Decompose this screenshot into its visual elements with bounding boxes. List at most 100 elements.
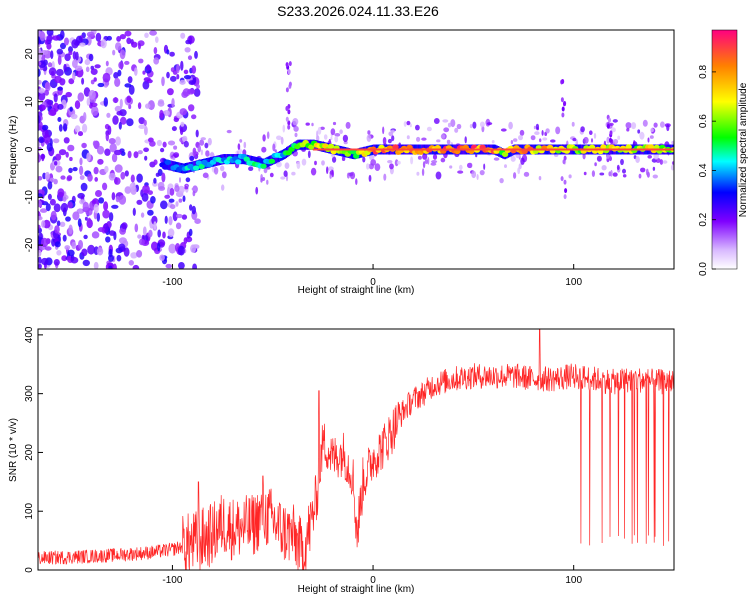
band-noise <box>374 163 381 172</box>
noise-blob <box>169 51 175 57</box>
noise-blob <box>171 126 177 132</box>
noise-blob <box>46 35 53 42</box>
ridge-cell <box>625 144 632 150</box>
figure-title: S233.2026.024.11.33.E26 <box>277 3 439 19</box>
noise-blob <box>167 186 170 197</box>
noise-blob <box>100 39 107 49</box>
noise-blob <box>136 250 143 258</box>
noise-blob <box>38 61 42 66</box>
noise-blob <box>187 88 195 95</box>
noise-blob <box>148 229 153 238</box>
noise-blob <box>86 152 91 162</box>
band-noise <box>440 157 446 163</box>
band-noise <box>332 121 337 126</box>
band-noise <box>362 156 366 163</box>
noise-blob <box>191 205 196 215</box>
noise-blob <box>196 84 200 89</box>
streak-blob <box>287 120 291 126</box>
noise-blob <box>55 153 62 161</box>
noise-blob <box>138 238 145 246</box>
band-noise <box>396 160 401 165</box>
noise-blob <box>86 31 95 37</box>
noise-blob <box>112 115 119 125</box>
noise-blob <box>64 53 71 62</box>
band-noise <box>205 150 210 157</box>
noise-blob <box>93 166 99 175</box>
noise-blob <box>134 223 139 233</box>
band-noise <box>248 166 254 171</box>
streak-blob <box>561 106 565 112</box>
noise-blob <box>102 209 110 219</box>
band-noise <box>334 136 339 143</box>
noise-blob <box>58 124 63 132</box>
noise-blob <box>60 42 66 50</box>
noise-blob <box>118 243 126 252</box>
noise-blob <box>127 76 133 84</box>
noise-blob <box>151 241 158 251</box>
band-noise <box>555 126 561 135</box>
noise-blob <box>49 177 55 182</box>
noise-blob <box>156 139 162 147</box>
noise-blob <box>39 31 46 42</box>
noise-blob <box>167 228 175 238</box>
band-noise <box>382 126 385 135</box>
noise-blob <box>38 224 41 230</box>
band-noise <box>671 161 674 165</box>
band-noise <box>580 126 585 133</box>
noise-blob <box>90 79 95 85</box>
noise-blob <box>60 175 66 180</box>
noise-blob <box>108 212 114 222</box>
spectrogram-ytick-label: 10 <box>24 96 35 108</box>
noise-blob <box>181 214 188 220</box>
band-noise <box>366 134 372 142</box>
noise-blob <box>136 199 143 205</box>
band-noise <box>320 126 325 130</box>
colorbar-label: Normalized spectral amplitude <box>738 82 749 217</box>
noise-blob <box>38 154 42 163</box>
band-noise <box>192 150 197 157</box>
band-noise <box>479 121 485 128</box>
band-noise <box>282 124 286 133</box>
noise-blob <box>44 246 52 251</box>
noise-blob <box>90 102 98 108</box>
spectrogram-xtick-label: -100 <box>162 277 182 288</box>
noise-blob <box>95 190 102 197</box>
noise-blob <box>155 36 159 43</box>
band-noise <box>459 164 463 170</box>
streak-blob <box>285 62 289 68</box>
band-noise <box>269 172 274 178</box>
noise-blob <box>72 51 77 60</box>
noise-blob <box>179 108 187 116</box>
noise-blob <box>106 35 113 41</box>
noise-blob <box>96 212 101 222</box>
band-noise <box>601 165 607 171</box>
band-noise <box>382 137 387 145</box>
noise-blob <box>153 221 157 230</box>
band-noise <box>422 161 426 169</box>
band-noise <box>660 121 665 128</box>
noise-blob <box>128 84 135 95</box>
ridge-cell <box>588 144 596 150</box>
band-noise <box>572 138 577 142</box>
noise-blob <box>103 201 109 211</box>
noise-blob <box>143 147 150 153</box>
band-noise <box>266 179 269 185</box>
band-noise <box>479 170 485 176</box>
band-noise <box>262 134 266 142</box>
noise-blob <box>77 92 85 102</box>
band-noise <box>508 121 513 130</box>
band-noise <box>204 142 209 149</box>
streak-blob <box>287 69 291 75</box>
ridge-halo <box>238 154 241 165</box>
band-noise <box>389 163 394 170</box>
noise-blob <box>72 211 80 221</box>
band-noise <box>666 124 670 132</box>
noise-blob <box>48 67 57 76</box>
noise-blob <box>164 194 171 199</box>
ridge-cell <box>164 159 172 165</box>
spectrogram-xtick-label: 0 <box>370 277 376 288</box>
ridge-halo <box>263 158 266 169</box>
noise-blob <box>161 172 166 183</box>
streak-blob <box>608 117 611 123</box>
noise-blob <box>96 145 105 155</box>
